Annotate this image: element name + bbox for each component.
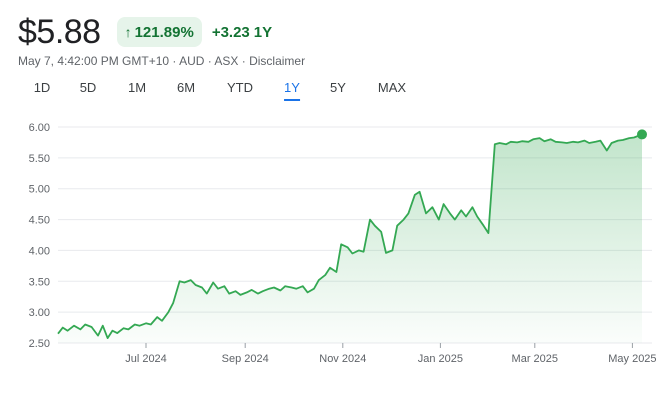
tab-ytd[interactable]: YTD [227,80,253,95]
x-tick-label: Jul 2024 [125,353,167,365]
arrow-up-icon: ↑ [124,24,132,40]
absolute-change: +3.23 1Y [212,24,272,41]
tab-5d[interactable]: 5D [79,80,97,95]
quote-header: $5.88 ↑ 121.89% +3.23 1Y [18,12,272,52]
tab-max[interactable]: MAX [377,80,407,95]
tab-5y[interactable]: 5Y [330,80,346,95]
y-tick-label: 4.00 [29,245,50,257]
y-tick-label: 5.00 [29,184,50,196]
price-chart[interactable]: 2.50 3.00 3.50 4.00 4.50 5.00 5.50 6.00 Jul 202… [0,110,672,380]
tab-6m[interactable]: 6M [176,80,196,95]
y-tick-label: 6.00 [29,122,50,134]
percent-change-badge: ↑ 121.89% [116,17,202,47]
x-tick-label: Sep 2024 [222,353,269,365]
latest-price-point[interactable] [637,129,647,140]
y-tick-label: 5.50 [29,153,50,165]
x-tick-label: Nov 2024 [319,353,366,365]
current-price: $5.88 [18,13,101,51]
y-tick-label: 2.50 [29,338,50,350]
tab-1d[interactable]: 1D [33,80,51,95]
x-tick-label: Mar 2025 [512,353,558,365]
price-line[interactable] [57,133,643,339]
quote-meta: May 7, 4:42:00 PM GMT+10 · AUD · ASX · D… [18,54,306,68]
y-tick-label: 3.00 [29,307,50,319]
y-tick-label: 3.50 [29,276,50,288]
tab-1m[interactable]: 1M [127,80,147,95]
y-axis-ticks: 2.50 3.00 3.50 4.00 4.50 5.00 5.50 6.00 [29,122,50,350]
change-period-label: 1Y [253,23,273,41]
x-tick-label: Jan 2025 [418,353,463,365]
absolute-change-value: +3.23 [211,23,250,41]
x-tick-label: May 2025 [608,353,656,365]
y-tick-label: 4.50 [29,215,50,227]
x-axis-ticks: Jul 2024 Sep 2024 Nov 2024 Jan 2025 Mar 2025… [125,343,657,365]
tab-1y[interactable]: 1Y [284,80,300,101]
percent-change-value: 121.89% [134,23,194,41]
